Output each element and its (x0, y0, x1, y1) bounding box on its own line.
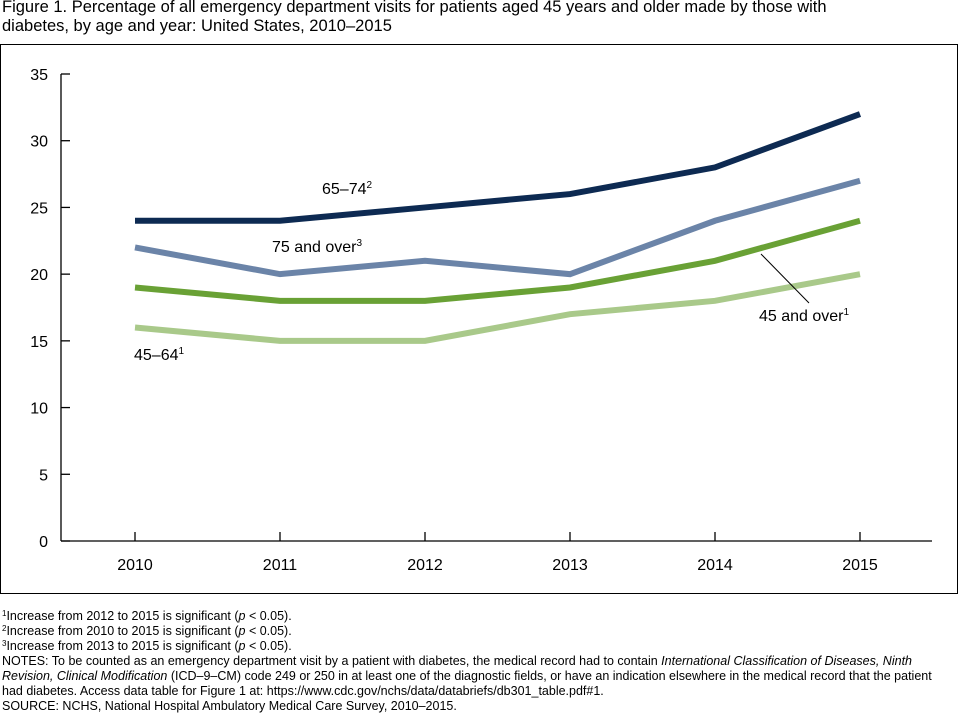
y-tick-label: 25 (30, 200, 48, 217)
footnote-1-end: < 0.05). (245, 609, 292, 623)
footnote-1-p: p (238, 609, 246, 623)
series-label-s45_64: 45–641 (134, 346, 185, 364)
y-tick-label: 10 (30, 401, 48, 418)
series-line-s45_over (134, 217, 861, 304)
notes: NOTES: To be counted as an emergency dep… (2, 654, 952, 699)
footnote-3-marker: 3 (2, 639, 7, 648)
footnote-3-p: p (238, 639, 246, 653)
footnote-2-p: p (238, 624, 246, 638)
notes-text: NOTES: To be counted as an emergency dep… (2, 654, 662, 668)
chart-frame: 0 5 10 15 20 25 30 35 2010 2011 2012 2013 2014 2015 6… (0, 44, 958, 594)
footnote-1-text: Increase from 2012 to 2015 is significan… (6, 609, 239, 623)
figure-title: Figure 1. Percentage of all emergency de… (2, 0, 952, 36)
series-line-s65_74 (135, 111, 862, 224)
x-tick-label: 2011 (263, 557, 298, 574)
y-tick-label: 35 (30, 67, 48, 84)
x-tick-label: 2015 (842, 557, 878, 574)
figure-title-line-2: diabetes, by age and year: United States… (2, 17, 392, 35)
series-label-s65_74: 65–742 (322, 180, 373, 198)
footnote-3: 3Increase from 2013 to 2015 is significa… (2, 639, 952, 654)
footnote-2: 2Increase from 2010 to 2015 is significa… (2, 624, 952, 639)
footnote-2-text: Increase from 2010 to 2015 is significan… (6, 624, 239, 638)
y-tick-label: 15 (30, 334, 48, 351)
footnote-1: 1Increase from 2012 to 2015 is significa… (2, 609, 952, 624)
y-tick-label: 0 (39, 534, 48, 551)
footnote-1-marker: 1 (2, 609, 7, 618)
series-label-s45_over: 45 and over1 (759, 307, 850, 325)
series-line-s75_over (134, 177, 861, 278)
x-tick-label: 2012 (407, 557, 443, 574)
footnote-3-text: Increase from 2013 to 2015 is significan… (6, 639, 239, 653)
series-lines (134, 111, 862, 344)
notes-icd-name: International Classification of Diseases… (2, 654, 912, 683)
y-tick-label: 5 (39, 467, 48, 484)
x-tick-label: 2013 (552, 557, 588, 574)
footnote-2-end: < 0.05). (245, 624, 292, 638)
footnotes: 1Increase from 2012 to 2015 is significa… (2, 609, 952, 714)
y-tick-label: 30 (30, 134, 48, 151)
series-labels: 65–742 75 and over3 45 and over1 45–641 (134, 180, 850, 364)
footnote-3-end: < 0.05). (245, 639, 292, 653)
y-tick-label: 20 (30, 267, 48, 284)
notes-text-end: (ICD–9–CM) code 249 or 250 in at least o… (2, 669, 932, 698)
x-tick-label: 2010 (117, 557, 153, 574)
figure-title-line-1: Figure 1. Percentage of all emergency de… (2, 0, 827, 16)
x-tick-label: 2014 (697, 557, 733, 574)
footnote-2-marker: 2 (2, 624, 7, 633)
leader-line-45-and-over (760, 253, 810, 304)
series-line-s45_64 (134, 271, 861, 344)
source: SOURCE: NCHS, National Hospital Ambulato… (2, 699, 457, 713)
series-label-s75_over: 75 and over3 (272, 238, 363, 256)
line-chart: 0 5 10 15 20 25 30 35 2010 2011 2012 2013 2014 2015 6… (30, 67, 932, 574)
axes: 0 5 10 15 20 25 30 35 2010 2011 2012 2013 2014 2015 (30, 67, 932, 574)
